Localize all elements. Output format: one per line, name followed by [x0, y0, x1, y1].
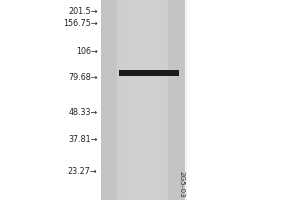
Bar [167, 0, 170, 200]
Bar [138, 0, 141, 200]
Text: 201.5→: 201.5→ [68, 6, 98, 16]
Bar [173, 0, 176, 200]
Text: 23.27→: 23.27→ [68, 166, 98, 176]
Text: 106→: 106→ [76, 46, 98, 55]
Bar [170, 0, 173, 200]
Bar [176, 0, 178, 200]
Bar [121, 70, 123, 76]
Bar [132, 0, 135, 200]
Bar [153, 0, 155, 200]
Bar [112, 0, 115, 200]
Bar [109, 0, 112, 200]
Bar [123, 70, 126, 76]
Bar [124, 0, 127, 200]
Bar [150, 0, 152, 200]
Bar [121, 0, 124, 200]
Text: 48.33→: 48.33→ [68, 108, 98, 116]
Bar [118, 70, 178, 76]
Bar [118, 0, 121, 200]
Bar [171, 70, 174, 76]
Bar [161, 0, 164, 200]
Bar [115, 0, 118, 200]
Bar [147, 0, 150, 200]
Bar [118, 70, 121, 76]
Bar [158, 0, 161, 200]
Bar [103, 0, 106, 200]
Text: 79.68→: 79.68→ [68, 72, 98, 82]
Text: 37.81→: 37.81→ [68, 134, 98, 144]
Bar [135, 0, 138, 200]
Text: 2G5-03: 2G5-03 [178, 171, 184, 197]
Bar [182, 0, 184, 200]
Bar [141, 0, 144, 200]
Bar [178, 70, 181, 76]
Bar [155, 0, 158, 200]
Bar [126, 70, 128, 76]
Bar [169, 70, 171, 76]
Bar [117, 0, 168, 200]
Bar [184, 0, 187, 200]
Bar [176, 70, 178, 76]
Bar [100, 0, 184, 200]
Bar [179, 0, 181, 200]
Bar [164, 0, 167, 200]
Bar [128, 70, 130, 76]
Bar [127, 0, 129, 200]
Bar [130, 0, 132, 200]
Text: 156.75→: 156.75→ [63, 19, 98, 27]
Bar [106, 0, 109, 200]
Bar [144, 0, 147, 200]
Bar [100, 0, 103, 200]
Bar [174, 70, 176, 76]
